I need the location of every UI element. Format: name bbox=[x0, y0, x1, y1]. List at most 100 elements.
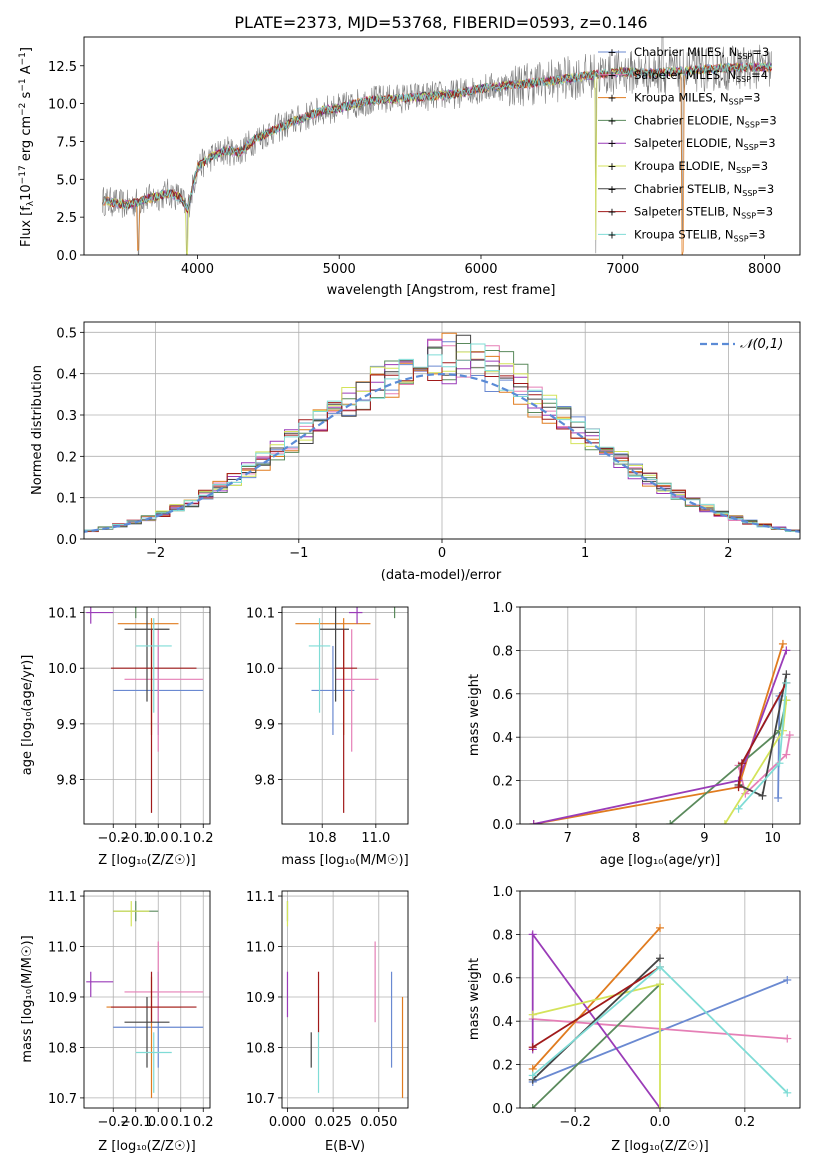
panel-age-vs-z: −0.2−0.10.0 0.1 0.2 9.8 9.9 10.0 10.1 Z [log₁₀(… bbox=[20, 606, 214, 868]
legend-sub: SSP bbox=[745, 120, 760, 129]
histogram-kroupa-stelib bbox=[84, 343, 800, 533]
legend-tail: =3 bbox=[757, 182, 774, 196]
y-axis-label-part: 10 bbox=[19, 184, 34, 201]
panel-spectrum: 4000 5000 6000 7000 8000 0.0 2.5 5.0 7.5 10.0 12.5… bbox=[18, 36, 801, 298]
weight-line bbox=[532, 927, 661, 1070]
legend-entry: Chabrier STELIB, NSSP=3 bbox=[634, 182, 774, 198]
x-tick-label: 2 bbox=[724, 546, 732, 561]
weight-line bbox=[532, 957, 661, 1081]
legend-tail: =3 bbox=[759, 136, 776, 150]
y-tick-label: 0.0 bbox=[56, 249, 77, 264]
legend-sub: SSP bbox=[736, 166, 751, 175]
x-axis-label: E(B-V) bbox=[325, 1139, 365, 1154]
y-axis-label-part: Flux [f bbox=[19, 206, 34, 247]
normal-curve bbox=[84, 372, 800, 533]
legend-marker: + bbox=[607, 114, 616, 127]
histogram-salpeter-miles bbox=[84, 340, 800, 534]
y-tick-label: 9.8 bbox=[254, 773, 275, 788]
axes-frame bbox=[83, 606, 211, 825]
plot-area bbox=[84, 332, 800, 534]
y-tick-label: 11.1 bbox=[48, 890, 77, 905]
legend-sub: SSP bbox=[741, 212, 756, 221]
y-tick-label: 7.5 bbox=[56, 135, 77, 150]
weight-line bbox=[532, 983, 661, 1108]
plot-area bbox=[529, 639, 794, 824]
y-axis-label-part: ] bbox=[19, 47, 34, 52]
y-tick-label: 0.3 bbox=[56, 409, 77, 424]
legend-entry: 𝒩(0,1) bbox=[740, 337, 783, 352]
y-tick-label: 10.1 bbox=[48, 607, 77, 622]
axes-frame bbox=[519, 890, 801, 1109]
panel-age-vs-mass: 10.8 11.0 9.8 9.9 10.0 10.1 mass [log₁₀(M/M☉)] bbox=[246, 606, 409, 868]
y-tick-label: 0.8 bbox=[492, 644, 513, 659]
y-tick-label: 0.0 bbox=[56, 533, 77, 548]
y-axis-label-part: erg cm bbox=[19, 116, 34, 165]
legend-marker: + bbox=[607, 228, 616, 241]
y-tick-label: 9.9 bbox=[56, 718, 77, 733]
plot-area bbox=[86, 901, 204, 1098]
legend-entry: Chabrier ELODIE, NSSP=3 bbox=[634, 113, 777, 129]
y-tick-label: 9.8 bbox=[56, 773, 77, 788]
x-tick-label: 0.0 bbox=[650, 1115, 671, 1130]
y-tick-label: 1.0 bbox=[492, 601, 513, 616]
plot-area bbox=[102, 37, 772, 255]
y-tick-label: 10.9 bbox=[48, 991, 77, 1006]
legend-tail: =3 bbox=[751, 159, 768, 173]
legend-entry: Chabrier MILES, NSSP=3 bbox=[634, 45, 769, 61]
model-spectrum-salpeter-stelib bbox=[102, 62, 772, 214]
histogram-kroupa-elodie bbox=[84, 351, 800, 534]
x-axis-label: (data-model)/error bbox=[381, 568, 502, 583]
plot-area bbox=[286, 901, 404, 1098]
x-tick-label: 0.1 bbox=[170, 831, 191, 846]
y-tick-label: 0.4 bbox=[56, 368, 77, 383]
panel-weight-vs-age: 7 8 9 10 0.0 0.2 0.4 0.6 0.8 1.0 age [log₁₀(age/yr… bbox=[467, 601, 801, 868]
x-tick-label: 0.050 bbox=[360, 1115, 397, 1130]
y-tick-label: 10.8 bbox=[246, 1041, 275, 1056]
x-tick-label: 1 bbox=[581, 546, 589, 561]
y-tick-label: 0.0 bbox=[492, 1102, 513, 1117]
legend-tail: =3 bbox=[752, 45, 769, 59]
x-tick-label: 0.000 bbox=[269, 1115, 306, 1130]
legend-marker: + bbox=[607, 69, 616, 82]
panel-residuals: −2 −1 0 1 2 0.0 0.1 0.2 0.3 0.4 0.5 𝒩(0,1) (data-mod… bbox=[30, 321, 801, 583]
x-tick-label: 7000 bbox=[606, 262, 639, 277]
y-tick-label: 10.9 bbox=[246, 991, 275, 1006]
axes-frame bbox=[83, 890, 211, 1109]
y-axis-label: Normed distribution bbox=[30, 365, 45, 495]
y-tick-label: 10.7 bbox=[246, 1092, 275, 1107]
y-axis-label-part: −1 bbox=[18, 78, 28, 91]
observed-spectrum bbox=[102, 37, 772, 255]
plot-area bbox=[295, 607, 396, 813]
legend-sub: SSP bbox=[729, 98, 744, 107]
x-axis-label: wavelength [Angstrom, rest frame] bbox=[327, 283, 556, 298]
x-tick-label: 0.2 bbox=[735, 1115, 756, 1130]
legend-sub: SSP bbox=[736, 75, 751, 84]
histogram-chabrier-miles bbox=[84, 341, 800, 534]
y-axis-label: mass [log₁₀(M/M☉)] bbox=[20, 935, 35, 1062]
x-tick-label: 7 bbox=[564, 831, 572, 846]
y-tick-label: 9.9 bbox=[254, 718, 275, 733]
y-axis-label-part: s bbox=[19, 91, 34, 102]
x-axis-label: Z [log₁₀(Z/Z☉)] bbox=[611, 1139, 708, 1154]
y-tick-label: 0.2 bbox=[56, 450, 77, 465]
histogram-chabrier-elodie bbox=[84, 343, 800, 534]
x-tick-label: −0.2 bbox=[559, 1115, 591, 1130]
weight-line bbox=[532, 966, 661, 1048]
y-tick-label: 0.4 bbox=[492, 731, 513, 746]
x-tick-label: −0.2 bbox=[97, 831, 129, 846]
y-tick-label: 0.1 bbox=[56, 492, 77, 507]
x-tick-label: −0.1 bbox=[120, 1115, 152, 1130]
panel-weight-vs-z: −0.2 0.0 0.2 0.0 0.2 0.4 0.6 0.8 1.0 Z [log₁₀(Z/Z… bbox=[467, 885, 801, 1154]
x-axis-label: Z [log₁₀(Z/Z☉)] bbox=[98, 1139, 195, 1154]
y-tick-label: 10.8 bbox=[48, 1041, 77, 1056]
y-tick-label: 10.0 bbox=[246, 662, 275, 677]
y-axis-label: Flux [fλ10−17 erg cm−2 s−1 A−1] bbox=[18, 47, 36, 247]
histogram-salpeter-elodie bbox=[84, 338, 800, 533]
legend-tail: =3 bbox=[744, 91, 761, 105]
x-tick-label: 8000 bbox=[748, 262, 781, 277]
y-tick-label: 11.1 bbox=[246, 890, 275, 905]
x-tick-label: 10 bbox=[764, 831, 781, 846]
y-tick-label: 11.0 bbox=[246, 941, 275, 956]
x-tick-label: 4000 bbox=[181, 262, 214, 277]
